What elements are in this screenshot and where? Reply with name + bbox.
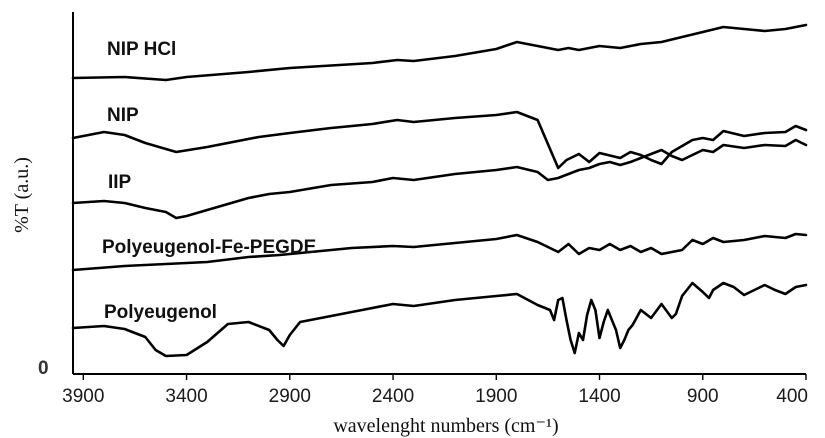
y-axis-title: %T (a.u.) [11, 157, 33, 233]
spectra-lines [71, 23, 808, 358]
x-tick-label: 2400 [372, 386, 414, 407]
spectrum-line-polyeugenol [71, 281, 808, 358]
x-tick-label: 3400 [165, 386, 207, 407]
series-label: IIP [108, 172, 132, 193]
x-tick-label: 900 [687, 386, 719, 407]
x-tick-label: 1900 [475, 386, 517, 407]
series-labels: NIP HCl NIP IIP Polyeugenol-Fe-PEGDE Polyeug… [102, 39, 316, 323]
x-tick-label: 2900 [269, 386, 311, 407]
y-zero-label: 0 [38, 358, 49, 379]
x-tick-label: 400 [776, 386, 808, 407]
x-tick-label: 1400 [578, 386, 620, 407]
spectrum-line-iip [71, 138, 808, 220]
spectrum-line-nip-hcl [71, 23, 808, 82]
series-label: Polyeugenol [104, 302, 217, 323]
x-axis-title: wavelenght numbers (cm⁻¹) [333, 415, 558, 437]
series-label: NIP HCl [107, 39, 176, 60]
series-label: Polyeugenol-Fe-PEGDE [102, 237, 316, 258]
spectrum-line-nip [71, 110, 808, 170]
series-label: NIP [107, 105, 139, 126]
spectrum-line-polyeugenol-fe-pegde [71, 232, 808, 272]
x-tick-label: 3900 [62, 386, 104, 407]
x-axis-ticks: 3900 3400 2900 2400 1900 1400 900 400 [62, 374, 808, 407]
axes [72, 12, 806, 375]
